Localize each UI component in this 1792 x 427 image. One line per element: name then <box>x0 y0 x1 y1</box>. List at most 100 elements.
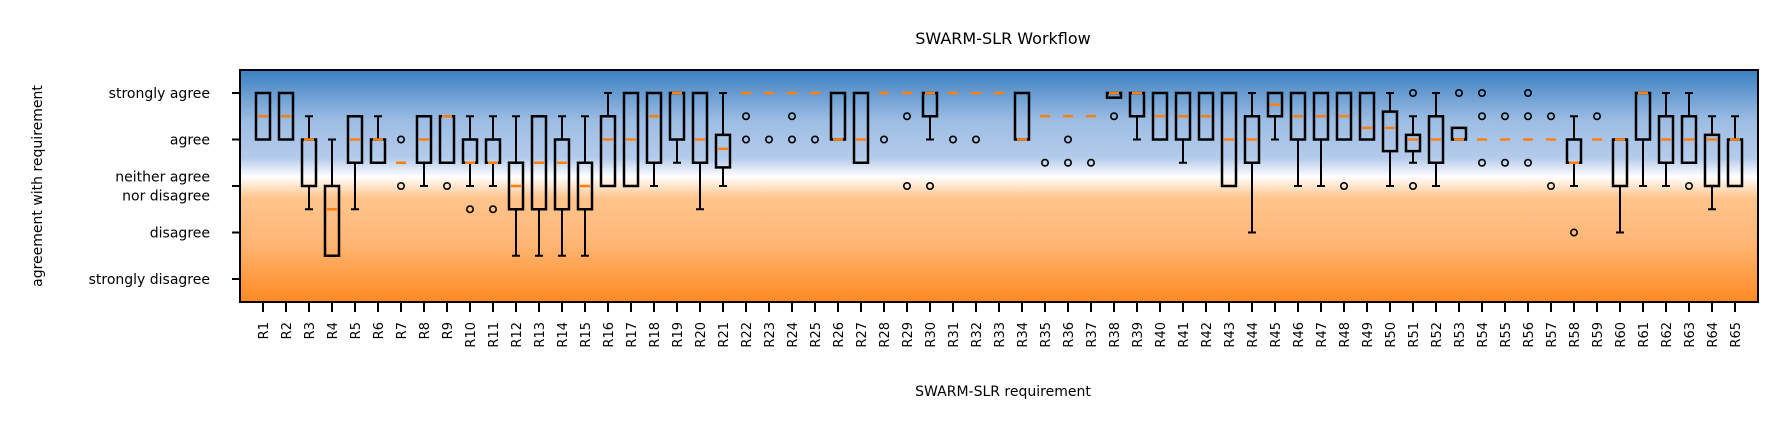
x-tick-label: R19 <box>671 322 686 348</box>
box-R18 <box>645 91 663 187</box>
box-R5 <box>346 115 364 211</box>
x-tick-label: R26 <box>832 322 847 348</box>
box-R11 <box>484 115 502 214</box>
x-tick-label: R59 <box>1591 322 1606 348</box>
x-tick-label: R57 <box>1545 322 1560 348</box>
x-tick-label: R32 <box>970 322 985 348</box>
box-iqr <box>1381 110 1399 153</box>
box-iqr <box>1197 91 1215 141</box>
box-R37 <box>1086 115 1096 167</box>
box-R61 <box>1634 91 1652 187</box>
x-tick-label: R14 <box>556 322 571 348</box>
x-axis: R1 R2 R3 R4 R5 R6 R7 R8 R9 R10 R11 R12 R13 R14 R15 R16 R… <box>257 302 1744 348</box>
flier <box>488 205 497 214</box>
boxes-layer <box>254 89 1744 257</box>
box-R9 <box>438 115 456 191</box>
box-R57 <box>1546 112 1556 191</box>
plot-frame <box>239 69 1759 303</box>
box-iqr <box>1151 91 1169 141</box>
box-R52 <box>1427 92 1445 187</box>
flier <box>1501 158 1510 167</box>
flier <box>948 135 957 144</box>
x-tick-label: R39 <box>1131 322 1146 348</box>
x-tick-label: R65 <box>1729 322 1744 348</box>
box-iqr <box>1404 133 1422 153</box>
box-iqr <box>1358 91 1376 141</box>
flier <box>1524 89 1533 98</box>
flier <box>787 135 796 144</box>
flier <box>442 182 451 191</box>
box-R24 <box>787 91 797 144</box>
box-R44 <box>1243 92 1261 234</box>
x-tick-label: R35 <box>1039 322 1054 348</box>
x-tick-label: R53 <box>1453 322 1468 348</box>
box-iqr <box>323 184 341 257</box>
box-iqr <box>1220 91 1238 188</box>
box-R48 <box>1335 91 1353 191</box>
flier <box>396 182 405 191</box>
box-R46 <box>1289 91 1307 187</box>
flier <box>1478 158 1487 167</box>
chart-title: SWARM-SLR Workflow <box>915 29 1090 48</box>
box-R8 <box>415 115 433 187</box>
x-tick-label: R20 <box>694 322 709 348</box>
box-R1 <box>254 91 272 141</box>
x-tick-label: R15 <box>579 322 594 348</box>
box-iqr <box>553 138 571 211</box>
flier <box>465 205 474 214</box>
box-iqr <box>530 115 548 211</box>
box-R51 <box>1404 89 1422 191</box>
box-iqr <box>691 91 709 164</box>
box-R16 <box>599 92 617 188</box>
box-R36 <box>1063 115 1073 167</box>
box-R21 <box>714 92 732 187</box>
x-tick-label: R9 <box>441 322 456 339</box>
flier <box>1524 112 1533 121</box>
x-tick-label: R28 <box>878 322 893 348</box>
box-R58 <box>1565 115 1583 237</box>
x-tick-label: R10 <box>464 322 479 348</box>
box-R26 <box>829 91 847 141</box>
x-tick-label: R21 <box>717 322 732 348</box>
box-R29 <box>902 91 912 191</box>
x-tick-label: R17 <box>625 322 640 348</box>
box-R30 <box>921 91 939 191</box>
x-tick-label: R22 <box>740 322 755 348</box>
flier <box>810 135 819 144</box>
x-tick-label: R24 <box>786 322 801 348</box>
box-R7 <box>396 135 406 191</box>
flier <box>1547 112 1556 121</box>
box-iqr <box>1174 91 1192 141</box>
y-tick-label: agree <box>170 133 210 149</box>
box-R53 <box>1450 89 1468 141</box>
flier <box>1041 158 1050 167</box>
flier <box>1409 182 1418 191</box>
box-R65 <box>1726 115 1744 188</box>
x-tick-label: R56 <box>1522 322 1537 348</box>
flier <box>1547 182 1556 191</box>
box-R59 <box>1592 112 1602 141</box>
box-R32 <box>971 91 981 144</box>
flier <box>1570 228 1579 237</box>
box-R4 <box>323 138 341 257</box>
x-tick-label: R31 <box>947 322 962 348</box>
box-R64 <box>1703 115 1721 211</box>
flier <box>1455 89 1464 98</box>
x-tick-label: R41 <box>1177 322 1192 348</box>
box-R35 <box>1040 115 1050 167</box>
x-tick-label: R38 <box>1108 322 1123 348</box>
x-tick-label: R3 <box>303 322 318 339</box>
x-tick-label: R49 <box>1361 322 1376 348</box>
box-R22 <box>741 91 751 144</box>
flier <box>1524 158 1533 167</box>
box-R54 <box>1477 89 1487 167</box>
box-iqr <box>1289 91 1307 141</box>
box-R20 <box>691 91 709 211</box>
x-tick-label: R61 <box>1637 322 1652 348</box>
x-tick-label: R51 <box>1407 322 1422 348</box>
box-R27 <box>852 91 870 164</box>
flier <box>1064 158 1073 167</box>
flier <box>764 135 773 144</box>
flier <box>1478 89 1487 98</box>
